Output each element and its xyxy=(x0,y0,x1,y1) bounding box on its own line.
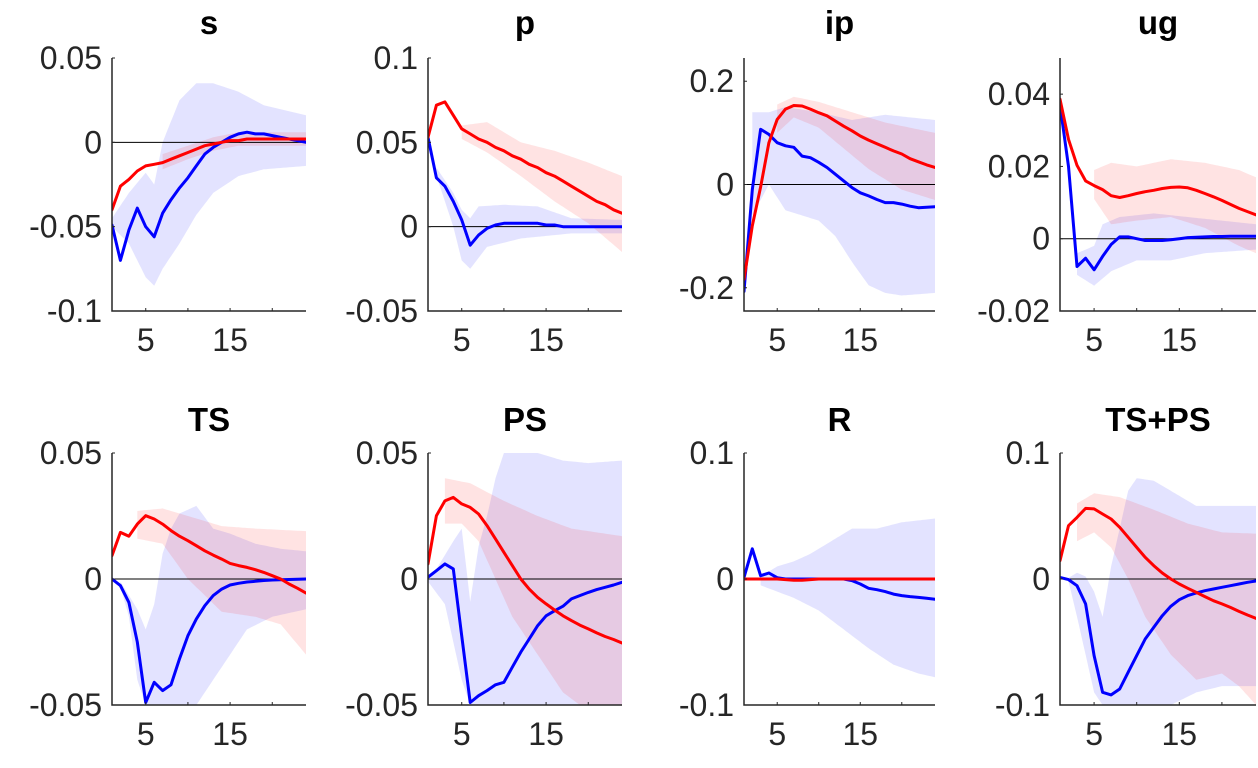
red-response-line xyxy=(1060,97,1256,217)
y-tick-label: 0 xyxy=(400,561,418,597)
red-confidence-band xyxy=(461,122,622,252)
plot-area xyxy=(112,83,306,286)
red-confidence-band xyxy=(777,96,935,200)
subplot-ps: 5 15 -0.05 0 0.05 PS xyxy=(345,401,622,752)
x-tick-label: 15 xyxy=(528,716,564,752)
red-response-line xyxy=(1060,506,1256,620)
y-tick-label: -0.05 xyxy=(29,687,102,723)
x-tick-label: 5 xyxy=(453,322,471,358)
y-tick-label: -0.05 xyxy=(29,209,102,245)
plot-area xyxy=(1060,478,1256,705)
blue-response-line xyxy=(112,577,306,704)
blue-response-line xyxy=(1060,575,1256,697)
y-tick-label: 0.05 xyxy=(356,435,418,471)
red-confidence-band xyxy=(162,132,306,170)
blue-confidence-band xyxy=(436,167,622,269)
subplot-ts: 5 15 -0.05 0 0.05 TS xyxy=(29,401,306,752)
x-tick-label: 15 xyxy=(212,716,248,752)
plot-area xyxy=(112,505,306,705)
plot-area xyxy=(1060,97,1256,286)
red-response-line xyxy=(112,514,306,595)
x-tick-label: 5 xyxy=(453,716,471,752)
y-tick-label: -0.1 xyxy=(679,687,734,723)
y-tick-label: 0 xyxy=(1032,221,1050,257)
y-tick-label: 0 xyxy=(716,561,734,597)
y-tick-label: 0 xyxy=(400,209,418,245)
blue-confidence-band xyxy=(752,107,935,296)
y-tick-label: -0.1 xyxy=(995,687,1050,723)
subplot-title: R xyxy=(828,401,852,438)
subplot-title: s xyxy=(200,4,218,41)
y-tick-label: 0.2 xyxy=(690,63,734,99)
y-tick-label: 0.02 xyxy=(988,148,1050,184)
plot-area xyxy=(744,518,935,678)
subplot-r: 5 15 -0.1 0 0.1 R xyxy=(679,401,935,752)
red-confidence-band xyxy=(137,508,306,655)
blue-confidence-band xyxy=(760,518,935,678)
plot-area xyxy=(744,96,935,296)
y-tick-label: 0 xyxy=(1032,561,1050,597)
plot-area xyxy=(428,100,622,269)
subplot-s: 5 15 -0.1 -0.05 0 0.05 s xyxy=(29,4,306,358)
y-tick-label: -0.05 xyxy=(345,293,418,329)
y-tick-label: 0 xyxy=(716,167,734,203)
x-tick-label: 15 xyxy=(842,716,878,752)
y-tick-label: 0.1 xyxy=(690,435,734,471)
x-tick-label: 5 xyxy=(768,322,786,358)
red-response-line xyxy=(744,104,935,281)
y-tick-label: -0.05 xyxy=(345,687,418,723)
y-tick-label: 0.1 xyxy=(1006,435,1050,471)
blue-response-line xyxy=(1060,103,1256,272)
red-response-line xyxy=(428,100,622,215)
red-confidence-band xyxy=(1094,159,1256,254)
red-response-line xyxy=(744,577,935,582)
red-confidence-band xyxy=(1077,493,1256,705)
x-tick-label: 15 xyxy=(212,322,248,358)
x-tick-label: 5 xyxy=(137,716,155,752)
blue-response-line xyxy=(744,127,935,293)
red-response-line xyxy=(428,495,622,645)
subplot-title: PS xyxy=(503,401,547,438)
y-tick-label: -0.1 xyxy=(47,293,102,329)
x-tick-label: 5 xyxy=(768,716,786,752)
subplot-title: TS xyxy=(188,401,230,438)
subplot-title: ug xyxy=(1138,4,1178,41)
blue-response-line xyxy=(428,562,622,704)
y-tick-label: 0.05 xyxy=(40,40,102,76)
subplot-title: ip xyxy=(825,4,854,41)
x-tick-label: 15 xyxy=(1162,322,1198,358)
y-tick-label: 0.04 xyxy=(988,76,1050,112)
blue-confidence-band xyxy=(1068,478,1256,705)
x-tick-label: 5 xyxy=(1085,322,1103,358)
y-tick-label: 0.1 xyxy=(374,40,418,76)
x-tick-label: 15 xyxy=(842,322,878,358)
blue-confidence-band xyxy=(120,505,306,705)
y-tick-label: 0 xyxy=(84,561,102,597)
subplot-ts-plus-ps: 5 15 -0.1 0 0.1 TS+PS xyxy=(995,401,1256,752)
x-tick-label: 15 xyxy=(528,322,564,358)
subplot-p: 5 15 -0.05 0 0.05 0.1 p xyxy=(345,4,622,358)
y-tick-label: -0.02 xyxy=(977,293,1050,329)
y-tick-label: 0.05 xyxy=(356,124,418,160)
x-tick-label: 5 xyxy=(137,322,155,358)
blue-confidence-band xyxy=(112,83,306,286)
y-tick-label: -0.2 xyxy=(679,270,734,306)
blue-confidence-band xyxy=(1077,213,1256,286)
blue-response-line xyxy=(112,130,306,262)
y-tick-label: 0.05 xyxy=(40,435,102,471)
subplot-ip: 5 15 -0.2 0 0.2 ip xyxy=(679,4,935,358)
y-tick-label: 0 xyxy=(84,124,102,160)
red-response-line xyxy=(112,137,306,212)
subplot-title: p xyxy=(515,4,535,41)
axes xyxy=(743,58,935,312)
blue-response-line xyxy=(428,135,622,247)
x-tick-label: 15 xyxy=(1162,716,1198,752)
subplot-ug: 5 15 -0.02 0 0.02 0.04 ug xyxy=(977,4,1256,358)
x-tick-label: 5 xyxy=(1085,716,1103,752)
subplot-title: TS+PS xyxy=(1105,401,1210,438)
plot-area xyxy=(428,453,622,705)
